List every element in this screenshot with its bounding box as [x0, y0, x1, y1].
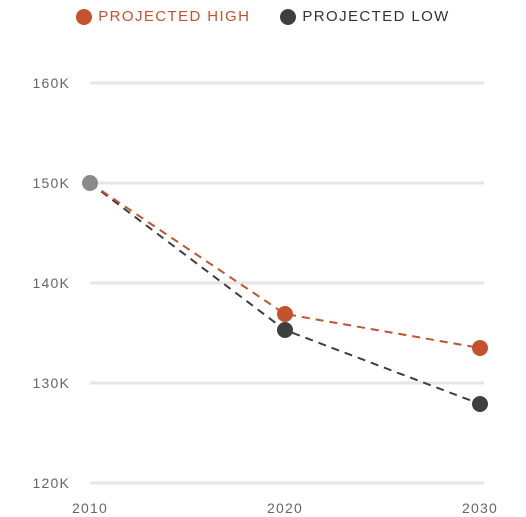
data-point-projected-high-2020	[277, 306, 293, 322]
legend-marker-projected-low	[280, 8, 297, 25]
grid-lines	[90, 81, 484, 485]
data-point-shared-2010	[82, 175, 98, 191]
data-point-projected-high-2030	[472, 340, 488, 356]
data-point-projected-low-2020	[277, 322, 293, 338]
chart-legend: PROJECTED HIGH PROJECTED LOW	[0, 8, 526, 25]
series-line-projected-high	[89, 182, 481, 349]
series-line-projected-low	[89, 182, 481, 405]
legend-label-projected-high: PROJECTED HIGH	[98, 8, 251, 25]
x-axis-labels: 2010 2020 2030	[72, 500, 498, 516]
y-tick-label: 150K	[33, 175, 71, 191]
legend-item-projected-low: PROJECTED LOW	[280, 8, 449, 25]
data-point-projected-low-2030	[472, 396, 488, 412]
series-points	[82, 175, 488, 412]
legend-marker-projected-high	[76, 8, 93, 25]
y-axis-labels: 120K 130K 140K 150K 160K	[33, 75, 71, 491]
series-lines	[89, 182, 481, 405]
y-tick-label: 140K	[33, 275, 71, 291]
y-tick-label: 130K	[33, 375, 71, 391]
x-tick-label: 2010	[72, 500, 108, 516]
legend-label-projected-low: PROJECTED LOW	[302, 8, 450, 25]
legend-item-projected-high: PROJECTED HIGH	[76, 8, 250, 25]
y-tick-label: 160K	[33, 75, 71, 91]
x-tick-label: 2020	[267, 500, 303, 516]
y-tick-label: 120K	[33, 475, 71, 491]
x-tick-label: 2030	[462, 500, 498, 516]
